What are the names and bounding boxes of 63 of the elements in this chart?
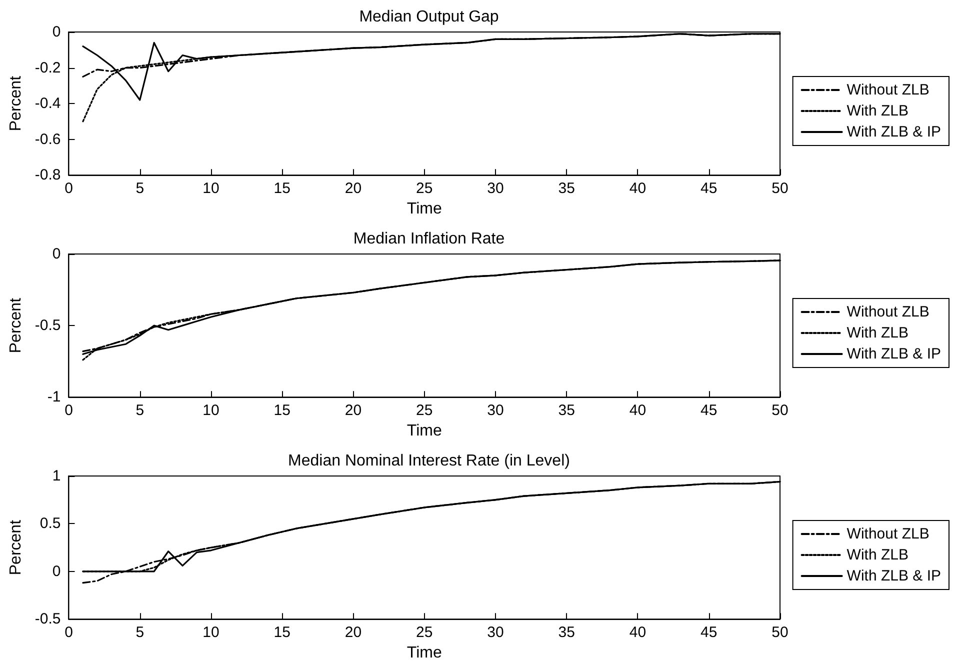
- legend-label: With ZLB: [846, 102, 908, 120]
- chart-title: Median Nominal Interest Rate (in Level): [288, 452, 570, 470]
- x-axis-title: Time: [406, 422, 442, 440]
- x-tick-label: 45: [700, 180, 718, 198]
- y-axis-title: Percent: [8, 297, 24, 354]
- x-tick-label: 10: [202, 180, 220, 198]
- legend-label: With ZLB & IP: [846, 124, 942, 140]
- x-tick-label: 0: [64, 624, 73, 642]
- x-tick-label: 0: [64, 402, 73, 420]
- x-tick-label: 50: [772, 624, 788, 642]
- x-tick-label: 30: [487, 402, 504, 420]
- x-tick-label: 15: [274, 624, 290, 642]
- legend-label: Without ZLB: [846, 82, 930, 98]
- chart-title: Median Inflation Rate: [353, 230, 505, 248]
- x-tick-label: 45: [700, 402, 718, 420]
- x-tick-label: 15: [274, 180, 290, 198]
- y-tick-label: -0.4: [34, 95, 61, 112]
- x-tick-label: 15: [274, 402, 290, 420]
- legend-label: Without ZLB: [846, 304, 930, 320]
- x-tick-label: 45: [700, 624, 718, 642]
- x-tick-label: 20: [344, 180, 362, 198]
- x-tick-label: 25: [416, 402, 433, 420]
- y-tick-label: 0: [52, 246, 61, 262]
- x-tick-label: 40: [629, 180, 646, 198]
- legend-label: With ZLB & IP: [846, 346, 942, 362]
- x-tick-label: 20: [344, 402, 362, 420]
- y-axis-title: Percent: [8, 519, 24, 576]
- x-tick-label: 35: [558, 180, 575, 198]
- x-tick-label: 25: [416, 180, 433, 198]
- y-axis-title: Percent: [8, 75, 24, 132]
- x-tick-label: 35: [558, 402, 575, 420]
- x-tick-label: 5: [136, 180, 144, 198]
- y-tick-label: -0.5: [34, 317, 61, 334]
- y-tick-label: 0: [52, 562, 61, 580]
- x-axis-title: Time: [406, 644, 442, 662]
- x-tick-label: 50: [772, 180, 788, 198]
- x-tick-label: 20: [344, 624, 362, 642]
- x-axis-title: Time: [406, 200, 442, 218]
- y-tick-label: 1: [52, 468, 61, 484]
- x-tick-label: 10: [202, 402, 220, 420]
- x-tick-label: 10: [202, 624, 220, 642]
- y-tick-label: -0.6: [34, 130, 61, 148]
- legend-label: With ZLB: [846, 546, 908, 564]
- legend-label: With ZLB: [846, 324, 908, 342]
- x-tick-label: 5: [136, 624, 144, 642]
- chart-title: Median Output Gap: [359, 8, 499, 26]
- x-tick-label: 40: [629, 402, 646, 420]
- x-tick-label: 50: [772, 402, 788, 420]
- x-tick-label: 5: [136, 402, 144, 420]
- x-tick-label: 0: [64, 180, 73, 198]
- y-tick-label: -0.8: [34, 166, 61, 184]
- x-tick-label: 35: [558, 624, 575, 642]
- y-tick-label: 0: [52, 24, 61, 40]
- x-tick-label: 30: [487, 624, 504, 642]
- y-tick-label: -1: [47, 388, 61, 406]
- legend-label: With ZLB & IP: [846, 568, 942, 584]
- y-tick-label: -0.5: [34, 610, 61, 628]
- y-tick-label: 0.5: [40, 515, 61, 532]
- x-tick-label: 30: [487, 180, 504, 198]
- y-tick-label: -0.2: [34, 59, 61, 76]
- x-tick-label: 40: [629, 624, 646, 642]
- legend-label: Without ZLB: [846, 526, 930, 542]
- x-tick-label: 25: [416, 624, 433, 642]
